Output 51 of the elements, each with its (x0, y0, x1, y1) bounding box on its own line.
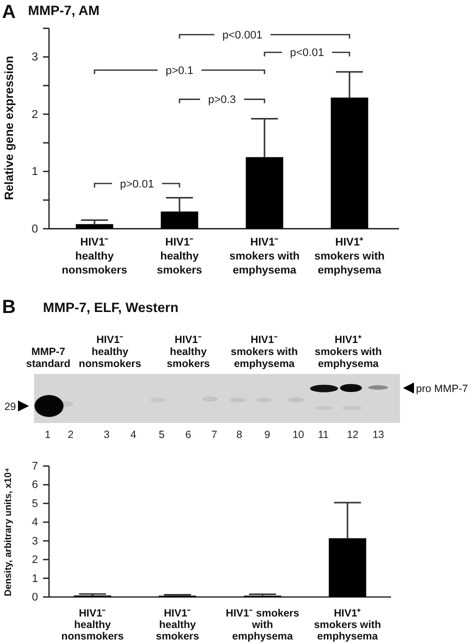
x-tick-label: HIV1⁻ healthy nonsmokers (62, 236, 128, 276)
annotation: p<0.01 (290, 47, 324, 60)
x-tick-label: HIV1⁻ healthy nonsmokers (61, 608, 124, 642)
y-tick-label: 1 (32, 572, 38, 585)
y-tick-label: 5 (32, 498, 38, 510)
y-axis-title: Density, arbitrary units, x10⁴ (3, 467, 14, 596)
text: HIV1⁺ smokers with emphysema (314, 334, 382, 370)
y-tick-label: 4 (32, 516, 38, 529)
text: B (2, 297, 16, 318)
y-tick-label: 0 (32, 223, 38, 236)
text: 9 (264, 429, 270, 441)
x-tick-label: HIV1⁺ smokers with emphysema (314, 608, 382, 642)
text: 12 (346, 429, 359, 441)
y-tick-label: 3 (32, 535, 38, 548)
annotation: p<0.001 (222, 29, 262, 42)
y-tick-label: 2 (32, 108, 38, 121)
text: 5 (158, 429, 165, 441)
text: 8 (236, 429, 242, 441)
text: 3 (104, 429, 110, 441)
y-tick-label: 2 (32, 554, 38, 566)
y-tick-label: 6 (32, 479, 38, 492)
text: A (2, 2, 16, 23)
x-tick-label: HIV1⁻ smokers with emphysema (229, 236, 300, 276)
x-tick-label: HIV1⁻ healthy smokers (156, 236, 202, 276)
text: HIV1⁻ healthy smokers (166, 334, 210, 370)
text: 1 (44, 429, 51, 441)
chart-title: MMP-7, ELF, Western (43, 300, 179, 315)
x-tick-label: HIV1⁻ smokers with emphysema (226, 608, 300, 642)
text: 4 (130, 429, 136, 441)
annotation: p>0.1 (166, 64, 194, 77)
text: HIV1⁻ smokers with emphysema (230, 334, 298, 370)
text: 10 (292, 429, 304, 441)
text: pro MMP-7 (416, 383, 468, 395)
y-tick-label: 1 (32, 166, 38, 178)
x-tick-label: HIV1⁻ healthy smokers (156, 608, 200, 642)
text: MMP-7 standard (26, 346, 70, 370)
text: 13 (372, 429, 384, 441)
y-axis-title: Relative gene expression (2, 56, 16, 200)
y-tick-label: 0 (32, 592, 38, 604)
text: 29 (4, 401, 16, 413)
annotation: p>0.01 (120, 178, 154, 190)
annotation: p>0.3 (208, 94, 236, 106)
x-tick-label: HIV1⁺ smokers with emphysema (314, 236, 385, 276)
text: HIV1⁻ healthy nonsmokers (78, 334, 142, 370)
y-tick-label: 7 (32, 460, 38, 473)
text: 11 (318, 429, 329, 441)
chart-title: MMP-7, AM (28, 3, 100, 18)
y-tick-label: 3 (32, 52, 38, 64)
text: 7 (211, 429, 218, 441)
text: 6 (185, 429, 192, 441)
text: 2 (68, 429, 74, 441)
